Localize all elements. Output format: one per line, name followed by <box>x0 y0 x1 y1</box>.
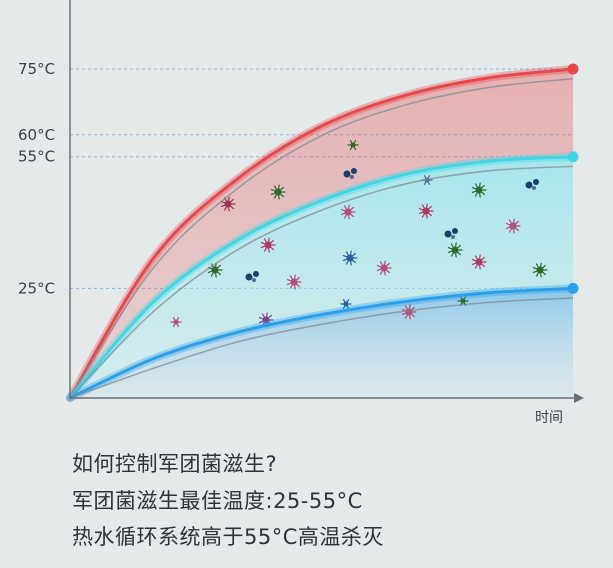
line-75c <box>68 67 575 400</box>
caption-sterilization: 热水循环系统高于55°C高温杀灭 <box>72 525 384 549</box>
dot-75c <box>567 63 579 75</box>
microbe-icon <box>525 179 539 190</box>
dot-25c <box>567 282 579 294</box>
microbe-cell <box>224 200 232 208</box>
microbe-cell <box>274 188 282 196</box>
microbe-cell <box>245 273 253 281</box>
microbe-cell <box>451 235 455 239</box>
y-tick-label: 75°C <box>18 60 55 78</box>
microbe-cell <box>380 264 388 272</box>
microbe-icon <box>286 274 302 290</box>
microbe-cell <box>346 254 354 262</box>
microbe-cell <box>536 266 544 274</box>
microbe-icon <box>471 254 487 270</box>
microbe-icon <box>340 204 356 220</box>
microbe-cell <box>422 207 430 215</box>
line-75c-shadow <box>69 77 574 399</box>
area-warm <box>70 156 573 398</box>
line-55c-shadow <box>69 165 574 399</box>
x-axis-arrow <box>574 393 584 403</box>
microbe-cell <box>262 316 270 324</box>
microbe-icon <box>343 168 357 179</box>
line-55c <box>68 155 575 400</box>
microbe-icon <box>245 271 259 282</box>
microbe-icon <box>220 196 236 212</box>
y-tick-label: 25°C <box>18 279 55 297</box>
microbe-icon <box>342 250 358 266</box>
microbe-icon <box>376 260 392 276</box>
microbe-icon <box>340 299 352 309</box>
microbe-cell <box>475 258 483 266</box>
microbe-icon <box>347 140 359 150</box>
line-25c-shadow <box>69 297 574 399</box>
caption-optimal-temperature: 军团菌滋生最佳温度:25-55°C <box>72 489 363 513</box>
microbe-icon <box>505 218 521 234</box>
y-tick-label: 60°C <box>18 126 55 144</box>
microbe-cell <box>475 186 483 194</box>
caption-question: 如何控制军团菌滋生? <box>72 452 278 476</box>
microbe-cell <box>290 278 298 286</box>
microbe-icon <box>447 242 463 258</box>
microbe-cell <box>452 228 458 234</box>
line-25c <box>68 286 575 400</box>
microbe-cell <box>351 168 357 174</box>
microbe-cell <box>343 170 351 178</box>
microbe-cell <box>264 241 272 249</box>
area-hot <box>70 69 573 398</box>
microbe-cell <box>525 181 533 189</box>
microbe-icon <box>207 262 223 278</box>
microbe-cell <box>451 246 459 254</box>
microbe-cell <box>173 319 179 325</box>
microbe-cell <box>444 230 452 238</box>
x-axis-label: 时间 <box>535 410 563 426</box>
microbe-cell <box>350 142 356 148</box>
microbe-cell <box>211 266 219 274</box>
microbe-icon <box>270 184 286 200</box>
microbe-icon <box>532 262 548 278</box>
microbe-cell <box>533 179 539 185</box>
microbe-cell <box>252 278 256 282</box>
microbe-icon <box>170 317 182 327</box>
microbe-cell <box>343 301 349 307</box>
microbe-cell <box>253 271 259 277</box>
microbe-cell <box>460 298 466 304</box>
dot-55c <box>567 151 579 163</box>
microbe-icon <box>418 203 434 219</box>
microbe-icon <box>260 237 276 253</box>
microbe-cell <box>532 186 536 190</box>
microbe-icon <box>471 182 487 198</box>
microbe-cell <box>344 208 352 216</box>
microbe-cell <box>350 175 354 179</box>
y-tick-label: 55°C <box>18 148 55 166</box>
area-cool <box>70 288 573 398</box>
microbe-icon <box>444 228 458 239</box>
temperature-chart: 75°C 60°C 55°C 25°C 时间 <box>18 0 584 426</box>
microbe-cell <box>509 222 517 230</box>
